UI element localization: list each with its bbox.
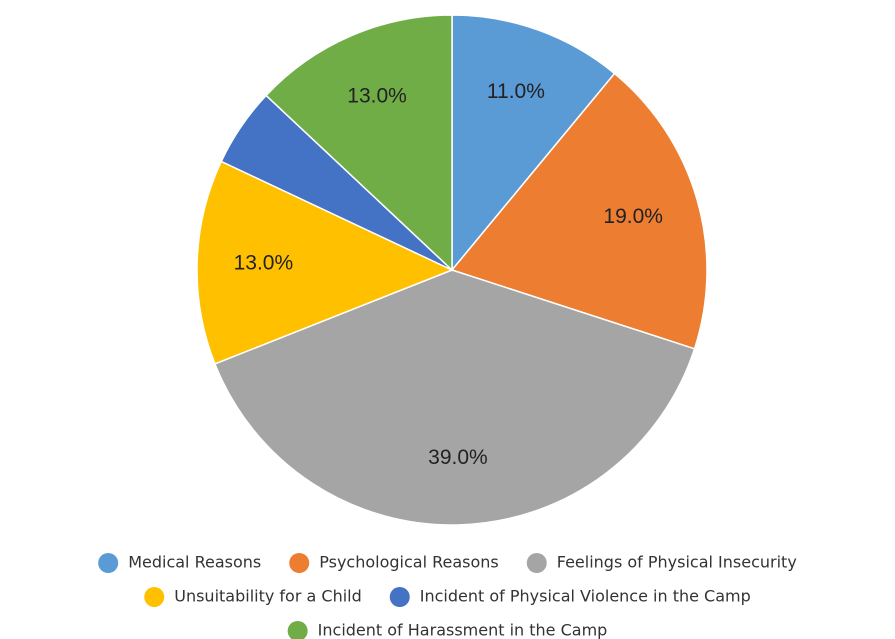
data-label: 39.0% bbox=[428, 446, 488, 469]
data-label: 11.0% bbox=[487, 80, 545, 103]
legend-label: Incident of Harassment in the Camp bbox=[318, 621, 608, 639]
legend-row: Unsuitability for a Child Incident of Phy… bbox=[144, 587, 751, 607]
legend-label: Unsuitability for a Child bbox=[174, 587, 362, 606]
legend-label: Medical Reasons bbox=[128, 553, 261, 572]
legend-row: Incident of Harassment in the Camp bbox=[287, 621, 608, 639]
pie-slice bbox=[265, 14, 453, 272]
data-label: 13.0% bbox=[347, 84, 407, 107]
legend-marker bbox=[98, 553, 119, 573]
legend-label: Feelings of Physical Insecurity bbox=[557, 553, 797, 572]
legend-marker bbox=[144, 587, 165, 607]
legend-marker bbox=[289, 553, 310, 573]
legend-marker bbox=[526, 553, 547, 573]
pie-slice bbox=[196, 160, 454, 365]
legend-marker bbox=[287, 621, 308, 639]
data-label: 19.0% bbox=[603, 205, 663, 228]
legend-marker bbox=[389, 587, 410, 607]
legend-row: Medical Reasons Psychological Reasons Feel… bbox=[98, 553, 797, 573]
pie-slice bbox=[213, 269, 696, 526]
legend-label: Psychological Reasons bbox=[319, 553, 499, 572]
pie-slice bbox=[451, 14, 616, 273]
data-label: 13.0% bbox=[234, 252, 294, 275]
pie-slice bbox=[450, 72, 708, 350]
legend-label: Incident of Physical Violence in the Cam… bbox=[420, 587, 751, 606]
